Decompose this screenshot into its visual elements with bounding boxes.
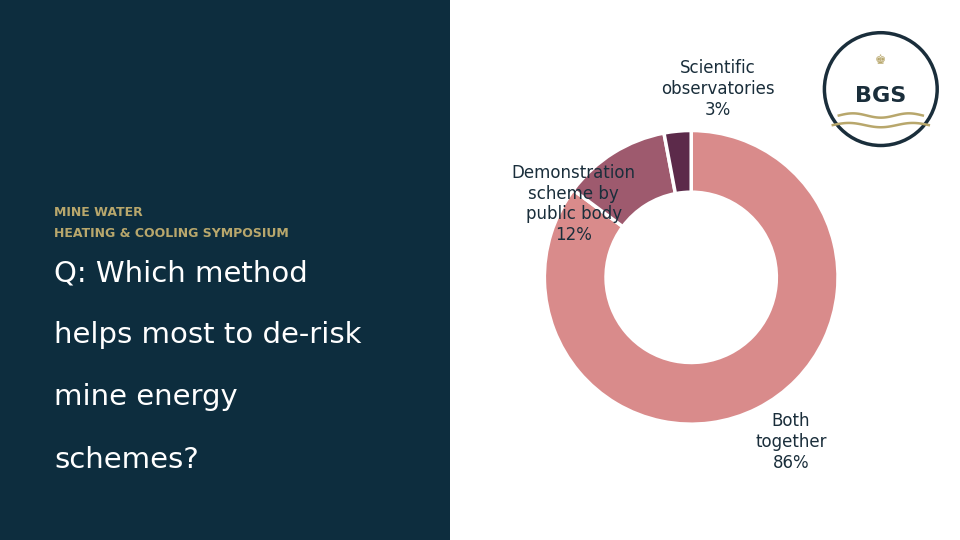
Text: BGS: BGS <box>855 86 906 106</box>
Text: schemes?: schemes? <box>54 446 199 474</box>
Text: Scientific
observatories
3%: Scientific observatories 3% <box>660 59 775 119</box>
Text: Q: Which method: Q: Which method <box>54 259 308 287</box>
Text: Demonstration
scheme by
public body
12%: Demonstration scheme by public body 12% <box>512 164 636 244</box>
Text: Both
together
86%: Both together 86% <box>756 413 827 472</box>
Wedge shape <box>664 131 691 194</box>
Text: helps most to de-risk: helps most to de-risk <box>54 321 362 349</box>
Text: ♚: ♚ <box>876 54 886 67</box>
Text: MINE WATER: MINE WATER <box>54 206 143 219</box>
Text: HEATING & COOLING SYMPOSIUM: HEATING & COOLING SYMPOSIUM <box>54 227 289 240</box>
Wedge shape <box>573 133 676 227</box>
Wedge shape <box>544 131 838 424</box>
Text: mine energy: mine energy <box>54 383 238 411</box>
